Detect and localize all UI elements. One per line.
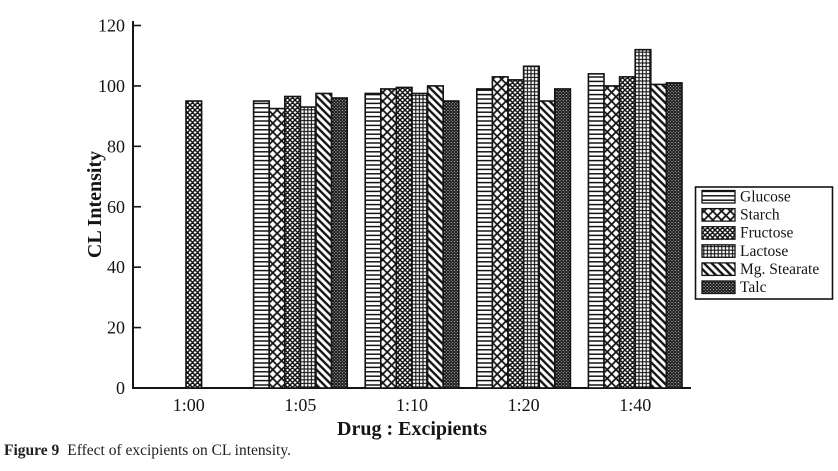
legend-item-starch: Starch — [701, 207, 780, 224]
x-tick-label: 1:00 — [173, 395, 205, 415]
y-tick-label: 80 — [107, 136, 125, 156]
legend-entry-label: Glucose — [740, 189, 791, 206]
legend-swatch-horizontal-lines — [701, 189, 736, 204]
bar-glucose-1:10 — [364, 92, 382, 389]
x-tick-label: 1:40 — [619, 395, 651, 415]
cl-intensity-bar-chart: 0 20 40 60 80 100 120 1:00 1:05 1:10 1:20 1:40 CL In… — [84, 16, 834, 440]
bar-glucose-1:05 — [252, 100, 271, 389]
legend-item-lactose: Lactose — [701, 243, 788, 260]
bar-starch-1:40 — [603, 85, 621, 389]
bar-talc-1:10 — [442, 100, 460, 389]
y-tick-label: 40 — [107, 257, 125, 277]
x-tick-label: 1:05 — [284, 395, 316, 415]
legend-entry-label: Fructose — [740, 225, 794, 242]
x-axis-title: Drug : Excipients — [337, 418, 487, 440]
y-tick-label: 120 — [98, 16, 125, 36]
bar-mg-stearate-1:10 — [426, 85, 445, 389]
legend-swatch-grid-fine — [701, 244, 736, 258]
figure-caption: Figure 9 Effect of excipients on CL inten… — [4, 442, 291, 460]
legend-box — [694, 186, 834, 300]
x-tick-label: 1:20 — [508, 395, 540, 415]
legend-swatch-diamond-crosshatch-dense — [701, 226, 736, 240]
bar-fructose-1:40 — [618, 76, 636, 389]
y-axis-title: CL Intensity — [84, 151, 106, 258]
bar-talc-1:40 — [665, 82, 683, 389]
bar-mg-stearate-1:05 — [315, 92, 333, 389]
bar-starch-1:05 — [268, 107, 286, 389]
y-tick-label: 60 — [107, 197, 125, 217]
x-tick-label: 1:10 — [396, 395, 428, 415]
bar-fructose-1:10 — [395, 86, 413, 389]
bar-lactose-1:10 — [411, 92, 429, 389]
bar-lactose-1:20 — [522, 65, 540, 389]
legend-entry-label: Mg. Stearate — [740, 261, 819, 278]
bar-mg-stearate-1:20 — [538, 100, 556, 389]
legend-item-mg-stearate: Mg. Stearate — [701, 261, 819, 278]
bar-mg-stearate-1:40 — [649, 83, 668, 389]
bar-lactose-1:05 — [299, 106, 317, 389]
figure-caption-label: Figure 9 — [4, 442, 60, 459]
legend-item-talc: Talc — [701, 279, 767, 296]
bar-lactose-1:40 — [634, 48, 652, 389]
bar-fructose-1:05 — [283, 95, 302, 389]
legend-entry-label: Talc — [740, 279, 767, 296]
bar-glucose-1:20 — [475, 88, 494, 389]
bar-talc-1:20 — [553, 88, 572, 389]
legend-entry-label: Lactose — [740, 243, 788, 260]
figure-caption-text: Effect of excipients on CL intensity. — [67, 442, 291, 459]
bar-fructose-1:20 — [507, 79, 525, 389]
legend-item-fructose: Fructose — [701, 225, 794, 242]
legend-swatch-diagonal-crosshatch-wide — [701, 207, 736, 222]
bar-glucose-1:40 — [587, 73, 605, 389]
legend-entry-label: Starch — [740, 207, 780, 224]
bar-starch-1:10 — [379, 88, 398, 389]
y-tick-label: 0 — [116, 378, 125, 398]
y-tick-label: 100 — [98, 76, 125, 96]
legend-swatch-diagonal-lines — [701, 262, 736, 277]
legend-item-glucose: Glucose — [701, 189, 791, 206]
bar-talc-1:05 — [330, 97, 349, 389]
legend-swatch-checker-fine — [701, 280, 736, 295]
y-tick-label: 20 — [107, 318, 125, 338]
bar-starch-1:20 — [491, 76, 509, 389]
bar-single-1:00 — [185, 100, 203, 389]
